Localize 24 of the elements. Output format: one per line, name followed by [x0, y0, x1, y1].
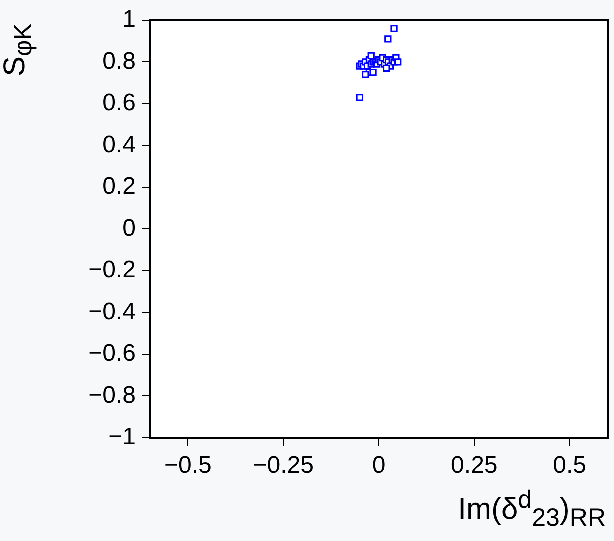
- y-tick-label: 0.8: [102, 48, 136, 75]
- y-tick-label: −0.2: [88, 256, 136, 284]
- x-tick-label: 0.5: [553, 452, 587, 480]
- x-axis-title: Im(δ$^{d}$$_{23}$)$_{RR}$: [458, 486, 606, 533]
- y-tick-label: 0.6: [102, 90, 136, 117]
- x-tick-label: −0.5: [164, 452, 212, 480]
- y-tick-label: −0.4: [88, 298, 136, 326]
- y-tick-label: 1: [122, 6, 136, 34]
- y-tick-label: −0.6: [88, 340, 136, 368]
- point: [394, 58, 402, 66]
- point: [370, 69, 377, 76]
- x-tick-label: 0.25: [451, 452, 498, 480]
- y-tick-label: −0.8: [88, 382, 136, 409]
- y-tick-label: 0.4: [102, 131, 136, 158]
- point: [390, 25, 398, 32]
- point: [356, 94, 364, 102]
- x-tick-label: 0: [372, 452, 386, 480]
- y-tick-label: −1: [108, 424, 136, 451]
- point: [384, 36, 392, 43]
- point: [362, 71, 370, 78]
- y-tick-label: 0.2: [102, 173, 136, 200]
- x-tick-label: −0.25: [253, 452, 314, 480]
- y-tick-label: 0: [122, 214, 136, 242]
- point: [383, 64, 390, 72]
